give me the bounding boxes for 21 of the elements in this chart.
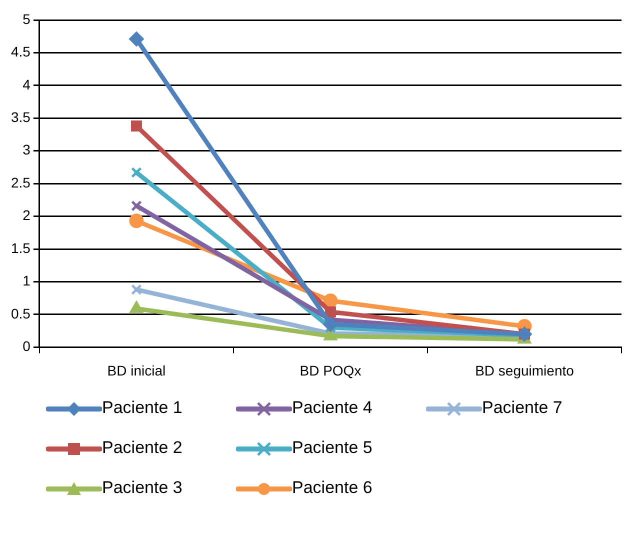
x-tick-label: BD inicial xyxy=(107,362,166,378)
y-tick-label: 5 xyxy=(22,10,31,27)
legend-label: Paciente 1 xyxy=(102,398,182,417)
y-tick-label: 1.5 xyxy=(10,240,31,256)
y-tick-label: 4 xyxy=(22,76,31,92)
y-tick-label: 2 xyxy=(22,207,31,224)
legend-label: Paciente 4 xyxy=(292,398,372,417)
y-tick-label: 0 xyxy=(22,338,31,354)
legend-label: Paciente 6 xyxy=(292,478,372,497)
legend-label: Paciente 2 xyxy=(102,438,182,457)
x-tick-label: BD seguimiento xyxy=(475,362,574,378)
y-tick-label: 0.5 xyxy=(10,305,31,322)
y-tick-label: 2.5 xyxy=(10,174,31,190)
y-tick-label: 4.5 xyxy=(10,44,31,60)
y-tick-label: 3.5 xyxy=(10,109,31,126)
legend-label: Paciente 5 xyxy=(292,438,372,457)
y-tick-label: 3 xyxy=(22,142,31,158)
y-tick-label: 1 xyxy=(22,272,31,289)
x-tick-label: BD POQx xyxy=(300,362,362,378)
legend-label: Paciente 3 xyxy=(102,478,182,497)
legend-label: Paciente 7 xyxy=(482,398,562,417)
